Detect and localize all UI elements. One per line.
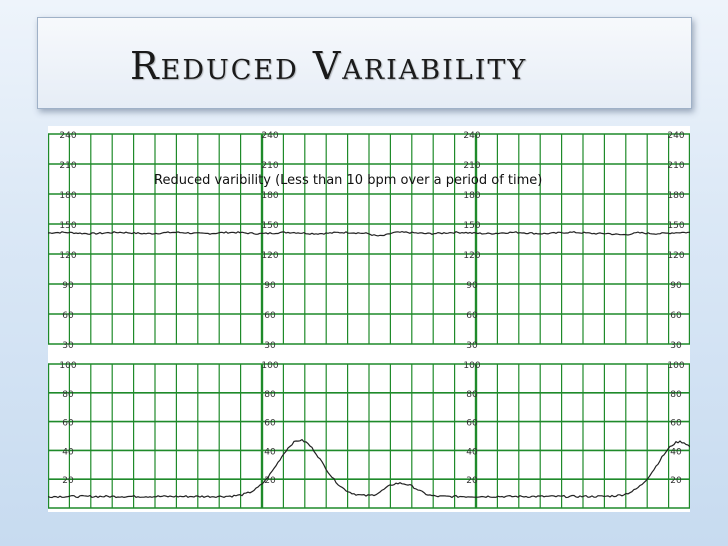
ctg-chart: 240 240 240 240 210 210 210 210 180 180 180 180 150 1… [46, 131, 692, 509]
uc-scale-label: 20 [670, 476, 682, 486]
fhr-scale-label: 30 [670, 341, 682, 351]
fhr-scale-label: 180 [59, 191, 76, 201]
fhr-scale-label: 150 [261, 221, 278, 231]
title-box: Reduced Variability [37, 17, 692, 109]
uc-scale-label: 100 [463, 361, 480, 371]
fhr-scale-label: 210 [463, 161, 480, 171]
fhr-scale-label: 240 [667, 131, 684, 141]
fhr-scale-label: 30 [466, 341, 478, 351]
fhr-scale-label: 240 [59, 131, 76, 141]
uc-scale-label: 40 [466, 447, 478, 457]
fhr-scale-label: 120 [667, 251, 684, 261]
fhr-scale-label: 60 [264, 311, 276, 321]
fhr-scale-label: 60 [670, 311, 682, 321]
fhr-scale-label: 180 [667, 191, 684, 201]
fhr-scale-label: 90 [670, 281, 682, 291]
fhr-scale-label: 90 [62, 281, 74, 291]
fhr-scale-label: 180 [463, 191, 480, 201]
uc-scale-label: 40 [670, 447, 682, 457]
fhr-trace [47, 230, 690, 237]
uc-scale-label: 80 [264, 390, 276, 400]
fhr-scale-label: 210 [667, 161, 684, 171]
fhr-scale-label: 120 [463, 251, 480, 261]
uc-scale-label: 60 [670, 419, 682, 429]
fhr-scale-label: 210 [261, 161, 278, 171]
uc-scale-label: 100 [667, 361, 684, 371]
uc-trace [47, 438, 691, 499]
fhr-scale-label: 120 [261, 251, 278, 261]
fhr-scale-label: 240 [261, 131, 278, 141]
fhr-scale-label: 210 [59, 161, 76, 171]
fhr-scale-label: 60 [466, 311, 478, 321]
uc-scale-label: 40 [264, 447, 276, 457]
fhr-scale-label: 60 [62, 311, 74, 321]
fhr-scale-label: 90 [264, 281, 276, 291]
fhr-scale-label: 150 [463, 221, 480, 231]
uc-scale-label: 20 [264, 476, 276, 486]
uc-scale-label: 80 [670, 390, 682, 400]
fhr-scale-label: 30 [62, 341, 74, 351]
fhr-scale-label: 120 [59, 251, 76, 261]
uc-scale-label: 60 [264, 419, 276, 429]
uc-scale-label: 80 [62, 390, 74, 400]
fhr-scale-label: 30 [264, 341, 276, 351]
annotation-text: Reduced varibility (Less than 10 bpm ove… [154, 173, 542, 188]
fhr-scale-label: 240 [463, 131, 480, 141]
uc-scale-label: 60 [466, 419, 478, 429]
uc-scale-label: 80 [466, 390, 478, 400]
fhr-scale-label: 150 [667, 221, 684, 231]
uc-scale-label: 20 [466, 476, 478, 486]
uc-scale-label: 20 [62, 476, 74, 486]
uc-scale-label: 40 [62, 447, 74, 457]
slide-title: Reduced Variability [130, 44, 528, 88]
fhr-scale-label: 150 [59, 221, 76, 231]
uc-scale-label: 100 [261, 361, 278, 371]
fhr-scale-label: 180 [261, 191, 278, 201]
fhr-scale-label: 90 [466, 281, 478, 291]
ctg-strip: 240 240 240 240 210 210 210 210 180 180 180 180 150 1… [46, 126, 692, 512]
uc-scale-label: 60 [62, 419, 74, 429]
uc-scale-label: 100 [59, 361, 76, 371]
